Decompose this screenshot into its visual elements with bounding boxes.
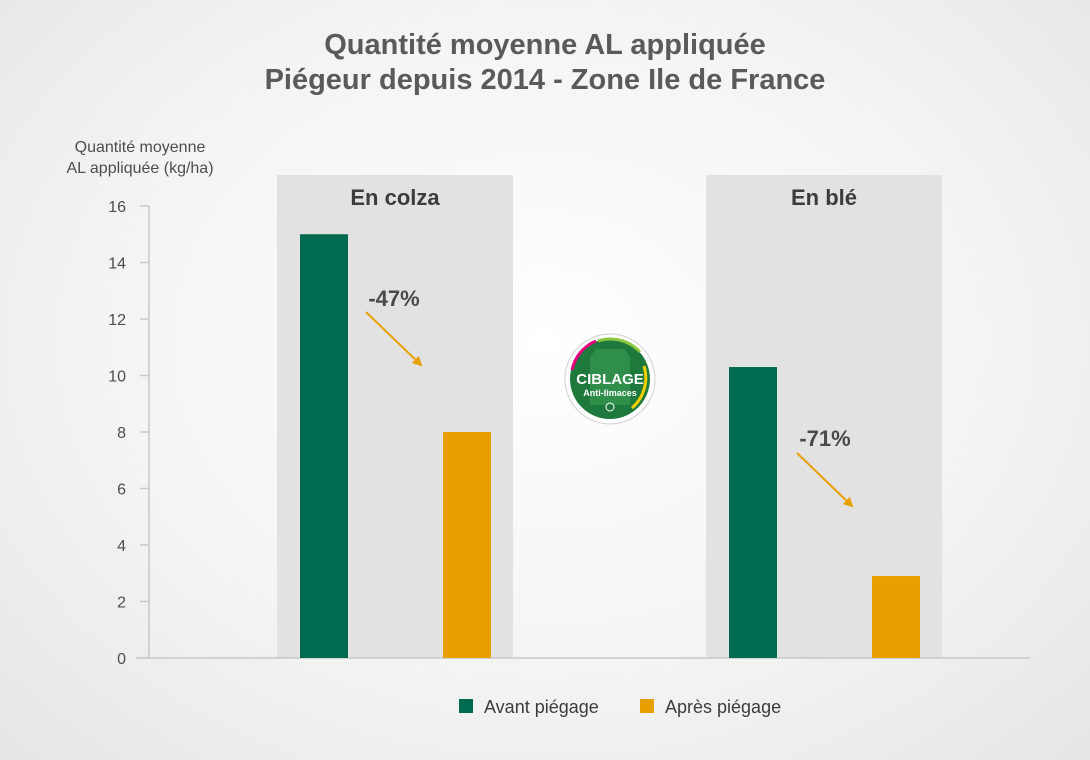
logo-text-anti-limaces: Anti-limaces [583,388,637,398]
logo-arc-yellow [630,365,648,410]
bar-avant-piegage [300,234,348,658]
chart-title-line-2: Piégeur depuis 2014 - Zone Ile de France [264,64,826,96]
reduction-annotation: -47% [368,286,419,311]
logo-text-ciblage: CIBLAGE [576,371,644,388]
bar-apres-piegage [443,432,491,658]
y-tick-label: 10 [108,369,126,386]
logo-shield [590,349,630,405]
legend-label: Après piégage [665,697,781,717]
chart-title-line-1: Quantité moyenne AL appliquée [324,29,766,61]
bar-apres-piegage [872,576,920,658]
reduction-annotation: -71% [799,426,850,451]
category-label: En colza [350,185,440,210]
y-axis-label-line-1: Quantité moyenne [74,139,206,156]
y-tick-label: 16 [108,199,126,216]
reduction-arrow [796,452,854,508]
y-tick-label: 4 [117,538,126,555]
bar-avant-piegage [729,367,777,658]
y-tick-label: 14 [108,256,126,273]
legend-label: Avant piégage [484,697,599,717]
y-tick-label: 2 [117,595,126,612]
y-tick-label: 12 [108,312,126,329]
y-tick-label: 6 [117,482,126,499]
y-tick-label: 8 [117,425,126,442]
logo-arc-green [597,337,642,354]
legend-swatch [459,699,473,713]
category-label: En blé [791,185,857,210]
y-tick-label: 0 [117,651,126,668]
logo-arc-pink [570,339,597,371]
reduction-arrow [365,311,423,367]
y-axis-label-line-2: AL appliquée (kg/ha) [66,160,214,177]
legend-swatch [640,699,654,713]
logo-slug-icon [605,402,615,412]
